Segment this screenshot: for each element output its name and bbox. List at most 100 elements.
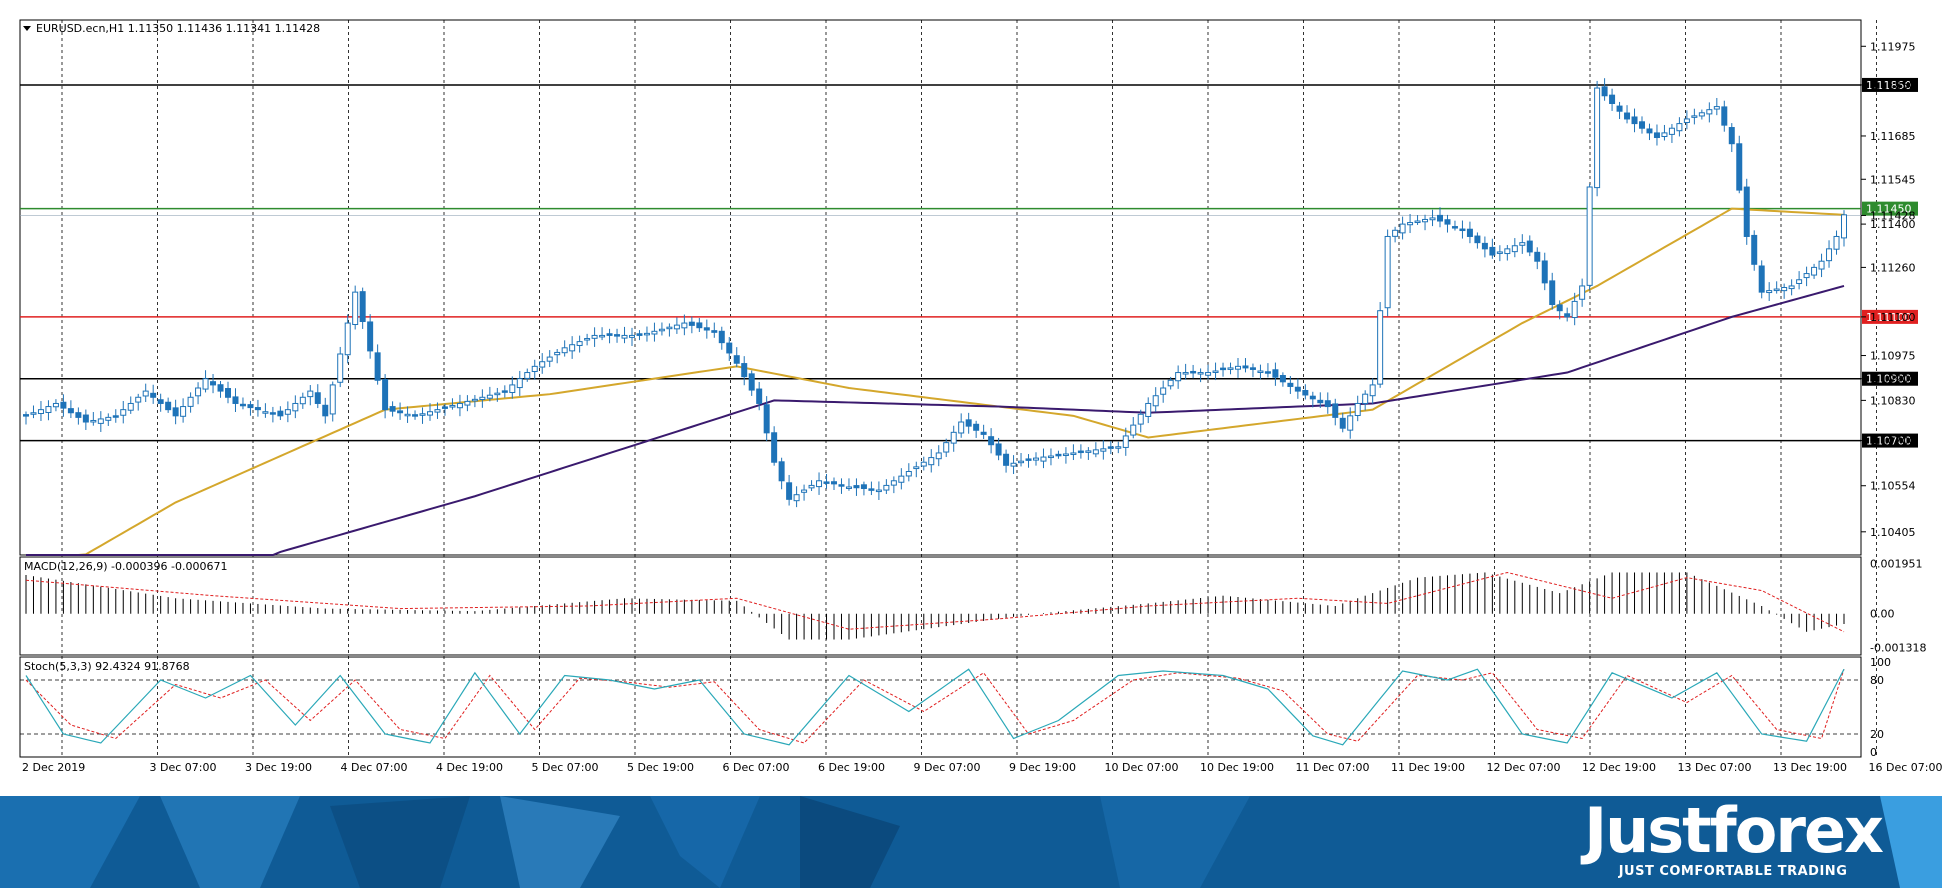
- candle-bull: [471, 398, 478, 402]
- candle-bear: [1721, 106, 1728, 126]
- candle-bull: [195, 387, 202, 397]
- candle-bear: [748, 373, 755, 391]
- y-tick-label: 1.11428: [1870, 209, 1916, 222]
- x-tick-label: 9 Dec 07:00: [914, 761, 981, 774]
- candle-bull: [1826, 248, 1833, 262]
- candle-bull: [344, 322, 351, 356]
- candle-bear: [254, 407, 261, 411]
- candle-bear: [771, 432, 778, 463]
- candle-bull: [1586, 186, 1593, 286]
- stoch-signal-line: [25, 669, 1845, 744]
- candle-bear: [412, 414, 419, 417]
- candle-bear: [1055, 453, 1062, 457]
- candle-bear: [980, 431, 987, 435]
- candle-bear: [1309, 395, 1316, 400]
- triangle-down-icon[interactable]: [23, 26, 31, 31]
- y-tick-label: 1.11975: [1870, 40, 1916, 53]
- x-tick-label: 10 Dec 19:00: [1200, 761, 1274, 774]
- x-tick-label: 5 Dec 07:00: [532, 761, 599, 774]
- candle-bear: [688, 321, 695, 326]
- candle-bear: [441, 406, 448, 409]
- candle-bear: [1077, 450, 1084, 454]
- candle-bull: [1407, 222, 1414, 226]
- candle-bear: [1624, 112, 1631, 120]
- candle-bear: [696, 322, 703, 329]
- y-tick-label: 1.10405: [1870, 526, 1916, 539]
- level-label: 1.10900: [1866, 373, 1912, 386]
- candle-bear: [1736, 143, 1743, 191]
- candle-bull: [629, 334, 635, 338]
- candle-bull: [284, 409, 291, 415]
- candle-bull: [97, 418, 104, 424]
- candle-bear: [1646, 128, 1653, 134]
- stoch-y-tick: 80: [1870, 674, 1884, 687]
- candle-bear: [741, 363, 748, 378]
- candle-bull: [1818, 260, 1825, 270]
- candle-bull: [554, 351, 561, 356]
- level-label-box: [1862, 309, 1918, 324]
- candle-bull: [666, 326, 673, 330]
- candle-bull: [1257, 370, 1264, 373]
- candle-bull: [584, 338, 591, 341]
- x-tick-label: 12 Dec 07:00: [1487, 761, 1561, 774]
- candle-bull: [1384, 235, 1391, 309]
- candle-bull: [1594, 87, 1601, 189]
- candle-bull: [890, 480, 897, 486]
- stoch-main-line: [25, 668, 1845, 746]
- candle-bear: [322, 404, 329, 417]
- candle-bear: [823, 481, 830, 484]
- candle-bull: [1047, 455, 1054, 459]
- candle-bear: [397, 410, 404, 414]
- candle-bear: [1728, 127, 1735, 145]
- candle-bear: [150, 392, 157, 398]
- candle-bear: [733, 355, 740, 364]
- y-tick-label: 1.10975: [1870, 350, 1916, 363]
- candle-bear: [1466, 228, 1473, 237]
- level-label: 1.11850: [1866, 79, 1912, 92]
- candle-bull: [793, 494, 800, 502]
- candle-bear: [965, 419, 972, 427]
- x-tick-label: 3 Dec 19:00: [245, 761, 312, 774]
- x-tick-label: 5 Dec 19:00: [627, 761, 694, 774]
- candle-bull: [1414, 220, 1421, 224]
- brand-tagline: JUST COMFORTABLE TRADING: [1618, 864, 1848, 879]
- candle-bull: [307, 390, 314, 398]
- candle-bull: [292, 402, 299, 412]
- candle-bull: [1519, 242, 1526, 246]
- candle-bull: [1137, 413, 1144, 425]
- x-tick-label: 16 Dec 07:00: [1869, 761, 1942, 774]
- candle-bear: [75, 412, 82, 418]
- candle-bear: [868, 488, 875, 491]
- candle-bull: [1706, 109, 1713, 115]
- candle-bull: [1713, 106, 1720, 110]
- y-tick-label: 1.11545: [1870, 173, 1916, 186]
- candle-bull: [1182, 372, 1189, 375]
- candle-bull: [299, 396, 306, 405]
- candle-bull: [1122, 435, 1129, 448]
- candle-bear: [1294, 386, 1301, 392]
- candle-bull: [1369, 384, 1376, 397]
- level-label-box: [1862, 371, 1918, 386]
- candle-bear: [1526, 240, 1533, 253]
- y-tick-label: 1.10830: [1870, 394, 1916, 407]
- candle-bull: [337, 353, 344, 383]
- candle-bear: [756, 388, 763, 404]
- x-tick-label: 9 Dec 19:00: [1009, 761, 1076, 774]
- candle-bull: [875, 489, 882, 493]
- candle-bull: [1010, 462, 1017, 467]
- candle-bull: [808, 484, 815, 489]
- candle-bear: [314, 392, 321, 404]
- candle-bear: [1541, 260, 1548, 284]
- candle-bull: [651, 330, 658, 335]
- candle-bull: [928, 457, 935, 466]
- candle-bear: [831, 481, 837, 485]
- candle-bull: [673, 324, 680, 330]
- candle-bear: [1639, 121, 1645, 129]
- candle-bear: [1444, 219, 1451, 225]
- candle-bull: [1175, 372, 1182, 382]
- candle-bull: [180, 406, 187, 417]
- candle-bull: [1833, 235, 1840, 250]
- candle-bull: [479, 396, 486, 400]
- candle-bull: [539, 361, 546, 368]
- x-tick-label: 4 Dec 19:00: [436, 761, 503, 774]
